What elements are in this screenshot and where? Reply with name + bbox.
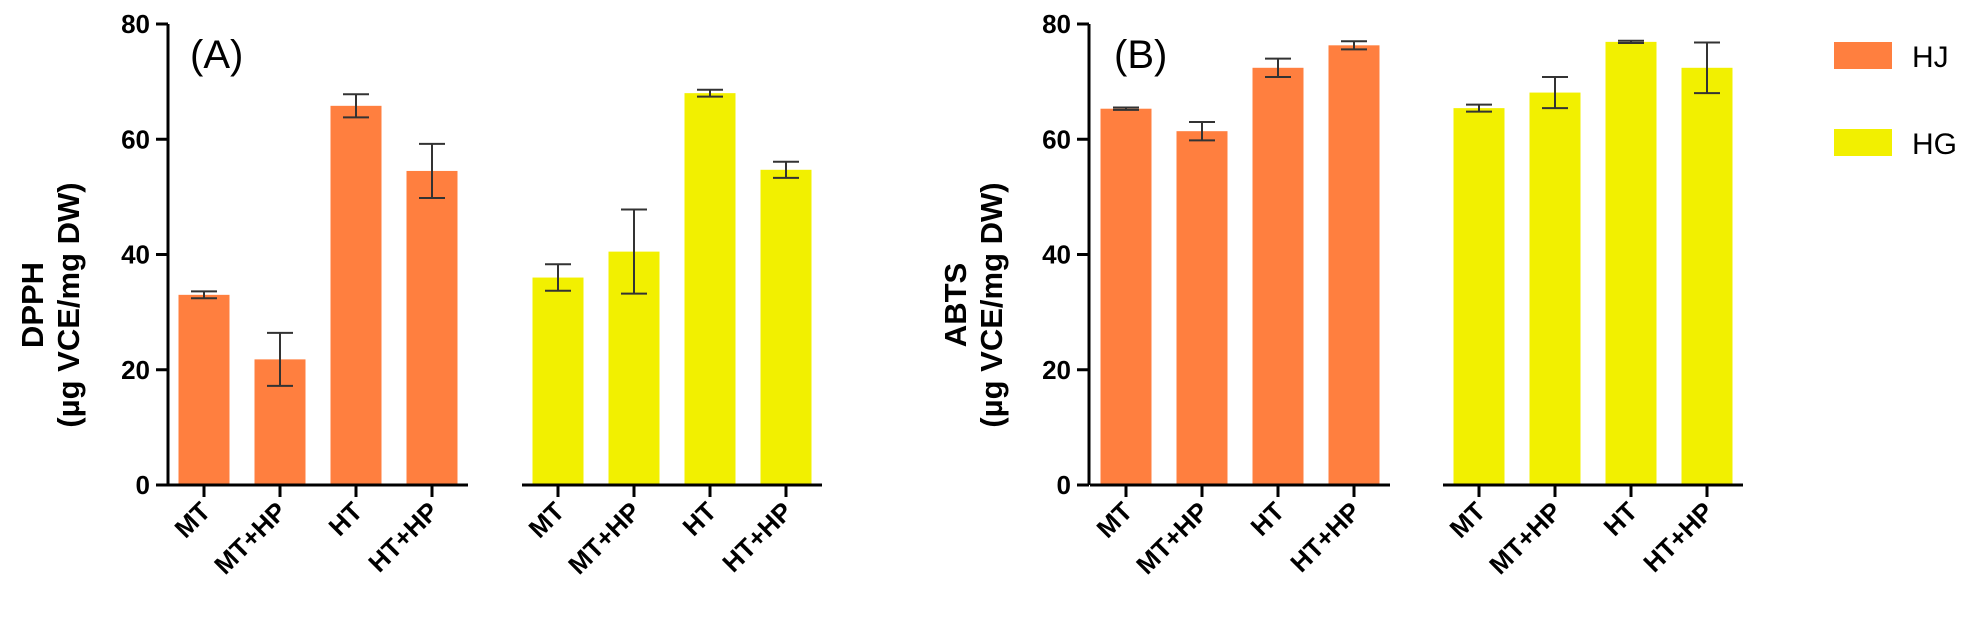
x-tick-label: HT+HP	[362, 496, 444, 578]
y-axis-label-unit: (µg VCE/mg DW)	[51, 182, 86, 427]
panel-label: (A)	[190, 33, 243, 77]
y-tick-label: 80	[1042, 9, 1071, 39]
x-tick-label: HT	[1598, 496, 1644, 542]
panel-a: (A) DPPH (µg VCE/mg DW) 020406080MTMT+HP…	[15, 9, 822, 580]
y-tick-label: 80	[121, 9, 150, 39]
legend-label-hg: HG	[1912, 128, 1957, 161]
legend-swatch-hj	[1834, 42, 1892, 69]
bar-hg-mt	[532, 277, 584, 485]
error-bar	[1113, 106, 1139, 111]
x-tick-label: MT+HP	[1130, 496, 1214, 580]
x-tick-label: HT	[677, 496, 723, 542]
bar-hj-ht	[1252, 67, 1304, 486]
x-tick-label: MT+HP	[562, 496, 646, 580]
x-tick-label: HT+HP	[1284, 496, 1366, 578]
error-bar	[1189, 120, 1215, 142]
y-tick-label: 20	[121, 355, 150, 385]
bar-hg-ht-hp	[1681, 67, 1733, 486]
x-tick-label: HT	[323, 496, 369, 542]
bar-hj-ht	[330, 105, 382, 485]
bar-hj-ht-hp	[406, 170, 458, 485]
x-tick-label: HT+HP	[716, 496, 798, 578]
y-tick-label: 60	[121, 124, 150, 154]
x-tick-label: HT+HP	[1637, 496, 1719, 578]
error-bar	[773, 160, 799, 179]
error-bar	[191, 290, 217, 300]
y-tick-label: 40	[1042, 240, 1071, 270]
bar-hg-ht	[684, 93, 736, 486]
legend-label-hj: HJ	[1912, 41, 1949, 74]
bar-hg-ht	[1605, 41, 1657, 486]
bar-hg-mt	[1453, 108, 1505, 485]
y-tick-label: 60	[1042, 124, 1071, 154]
bar-hj-ht-hp	[1328, 45, 1380, 485]
bar-hj-mt	[1100, 108, 1152, 486]
x-tick-label: MT+HP	[1483, 496, 1567, 580]
error-bar	[1618, 39, 1644, 45]
error-bar	[545, 263, 571, 292]
x-tick-label: MT+HP	[208, 496, 292, 580]
error-bar	[1265, 57, 1291, 79]
error-bar	[1466, 103, 1492, 113]
y-tick-label: 0	[1057, 470, 1071, 500]
error-bar	[343, 93, 369, 119]
x-tick-label: MT	[168, 496, 216, 544]
error-bar	[419, 142, 445, 200]
x-tick-label: MT	[1090, 496, 1138, 544]
panel-b: (B) ABTS (µg VCE/mg DW) 020406080MTMT+HP…	[938, 9, 1743, 580]
error-bar	[621, 208, 647, 295]
error-bar	[1341, 40, 1367, 51]
panel-label: (B)	[1114, 33, 1167, 77]
bar-hg-ht-hp	[760, 169, 812, 485]
y-axis-label: DPPH	[15, 262, 50, 348]
error-bar	[267, 331, 293, 387]
y-tick-label: 40	[121, 240, 150, 270]
error-bar	[1542, 76, 1568, 110]
x-tick-label: MT	[1443, 496, 1491, 544]
error-bar	[697, 88, 723, 98]
y-tick-label: 20	[1042, 355, 1071, 385]
x-tick-label: HT	[1245, 496, 1291, 542]
bar-hj-mt	[178, 294, 230, 485]
y-axis-label-unit: (µg VCE/mg DW)	[974, 182, 1009, 427]
bar-hg-mt-hp	[1529, 92, 1581, 485]
error-bar	[1694, 41, 1720, 95]
y-tick-label: 0	[136, 470, 150, 500]
legend: HJ HG	[1834, 41, 1957, 161]
y-axis-label: ABTS	[938, 263, 973, 347]
legend-swatch-hg	[1834, 129, 1892, 156]
x-tick-label: MT	[522, 496, 570, 544]
bar-hj-mt-hp	[1176, 131, 1228, 485]
